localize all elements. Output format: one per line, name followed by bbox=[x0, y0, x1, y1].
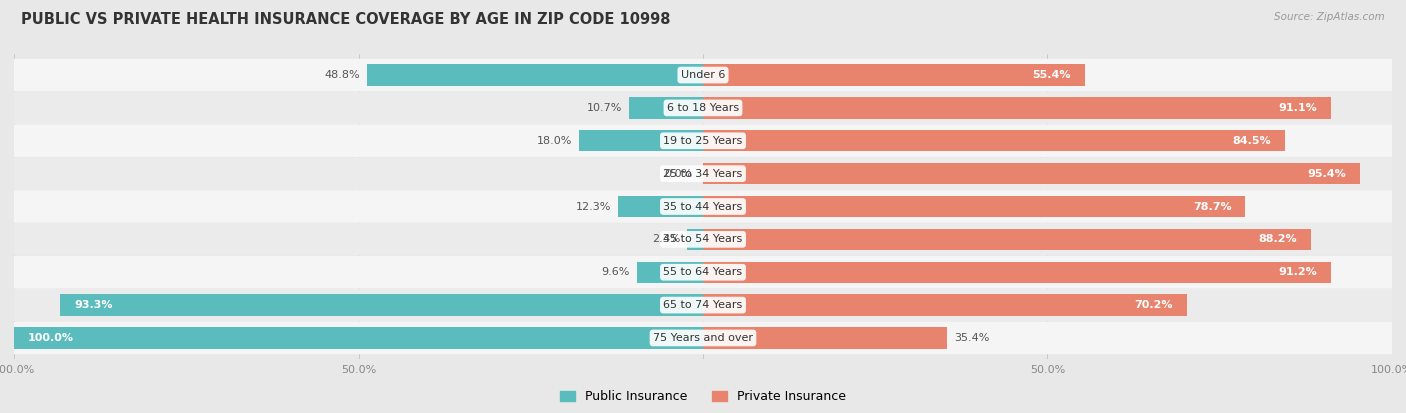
Text: 88.2%: 88.2% bbox=[1258, 234, 1296, 244]
FancyBboxPatch shape bbox=[14, 322, 1392, 354]
Text: 75 Years and over: 75 Years and over bbox=[652, 333, 754, 343]
Legend: Public Insurance, Private Insurance: Public Insurance, Private Insurance bbox=[555, 385, 851, 408]
Bar bbox=[703, 294, 1187, 316]
Text: 91.1%: 91.1% bbox=[1278, 103, 1317, 113]
Text: 84.5%: 84.5% bbox=[1233, 136, 1271, 146]
Text: 48.8%: 48.8% bbox=[325, 70, 360, 80]
FancyBboxPatch shape bbox=[14, 190, 1392, 223]
Text: 12.3%: 12.3% bbox=[576, 202, 612, 211]
Text: 55.4%: 55.4% bbox=[1032, 70, 1071, 80]
FancyBboxPatch shape bbox=[14, 256, 1392, 289]
Text: 55 to 64 Years: 55 to 64 Years bbox=[664, 267, 742, 277]
Text: 0.0%: 0.0% bbox=[665, 169, 693, 179]
Bar bbox=[688, 229, 703, 250]
Text: PUBLIC VS PRIVATE HEALTH INSURANCE COVERAGE BY AGE IN ZIP CODE 10998: PUBLIC VS PRIVATE HEALTH INSURANCE COVER… bbox=[21, 12, 671, 27]
Text: 100.0%: 100.0% bbox=[28, 333, 75, 343]
Bar bbox=[619, 196, 703, 217]
Bar bbox=[703, 327, 946, 349]
Bar bbox=[579, 130, 703, 152]
Text: 35 to 44 Years: 35 to 44 Years bbox=[664, 202, 742, 211]
Bar bbox=[630, 97, 703, 119]
Text: 25 to 34 Years: 25 to 34 Years bbox=[664, 169, 742, 179]
Bar bbox=[60, 294, 703, 316]
Text: 70.2%: 70.2% bbox=[1135, 300, 1173, 310]
Text: 19 to 25 Years: 19 to 25 Years bbox=[664, 136, 742, 146]
Text: Source: ZipAtlas.com: Source: ZipAtlas.com bbox=[1274, 12, 1385, 22]
Bar bbox=[703, 261, 1331, 283]
FancyBboxPatch shape bbox=[14, 124, 1392, 157]
Bar bbox=[703, 64, 1084, 86]
Text: 6 to 18 Years: 6 to 18 Years bbox=[666, 103, 740, 113]
Text: 2.3%: 2.3% bbox=[652, 234, 681, 244]
Bar bbox=[14, 327, 703, 349]
Text: 65 to 74 Years: 65 to 74 Years bbox=[664, 300, 742, 310]
Bar bbox=[703, 196, 1246, 217]
Bar bbox=[637, 261, 703, 283]
Text: 9.6%: 9.6% bbox=[602, 267, 630, 277]
Text: 91.2%: 91.2% bbox=[1279, 267, 1317, 277]
Bar bbox=[703, 163, 1360, 184]
Bar bbox=[703, 229, 1310, 250]
FancyBboxPatch shape bbox=[14, 59, 1392, 91]
FancyBboxPatch shape bbox=[14, 223, 1392, 256]
Bar bbox=[367, 64, 703, 86]
FancyBboxPatch shape bbox=[14, 157, 1392, 190]
Text: 35.4%: 35.4% bbox=[953, 333, 990, 343]
Text: 95.4%: 95.4% bbox=[1308, 169, 1347, 179]
Bar bbox=[703, 130, 1285, 152]
Bar bbox=[703, 97, 1330, 119]
Text: 45 to 54 Years: 45 to 54 Years bbox=[664, 234, 742, 244]
FancyBboxPatch shape bbox=[14, 92, 1392, 124]
Text: 93.3%: 93.3% bbox=[75, 300, 112, 310]
FancyBboxPatch shape bbox=[14, 289, 1392, 321]
Text: 18.0%: 18.0% bbox=[537, 136, 572, 146]
Text: Under 6: Under 6 bbox=[681, 70, 725, 80]
Text: 10.7%: 10.7% bbox=[588, 103, 623, 113]
Text: 78.7%: 78.7% bbox=[1192, 202, 1232, 211]
